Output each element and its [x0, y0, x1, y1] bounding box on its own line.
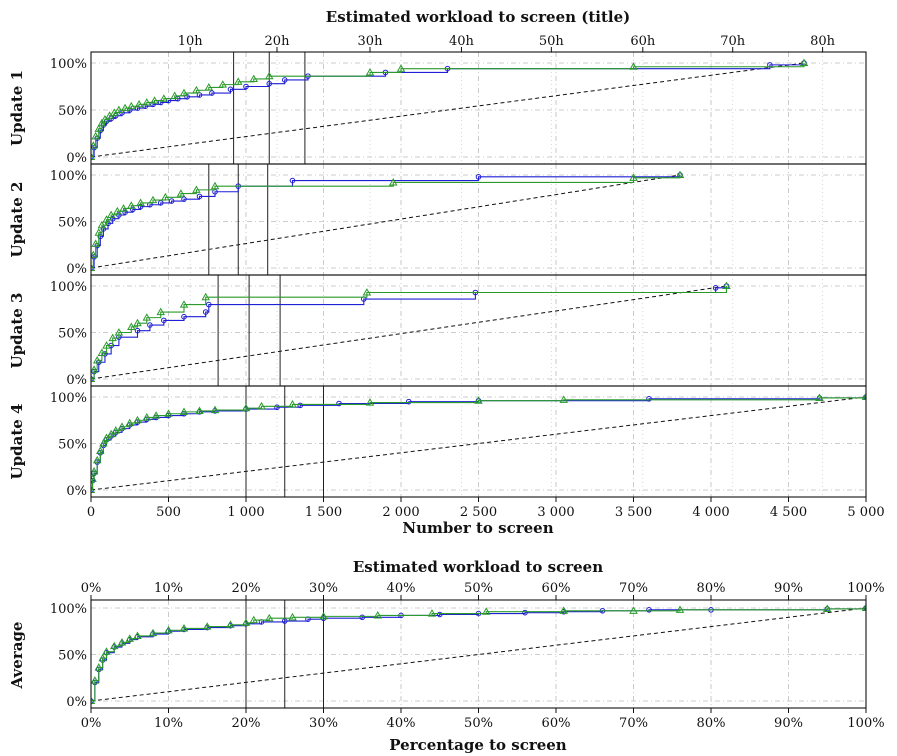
x-tick-label: 0	[87, 505, 95, 520]
x-tick-label: 0%	[81, 716, 102, 731]
panel-content	[88, 386, 870, 497]
panel-3: 0% 50% 100% Update 3	[8, 275, 866, 388]
x-tick-label: 10%	[154, 716, 183, 731]
panel-label: Update 4	[8, 404, 26, 480]
bottom-chart-xlabel: Percentage to screen	[389, 736, 567, 754]
x-tick-label: 5 000	[847, 505, 884, 520]
y-tick-label: 0%	[66, 262, 87, 277]
x-tick-label: 40%	[387, 716, 416, 731]
panel-2: 0% 50% 100% Update 2	[8, 164, 866, 277]
bottom-chart-ylabel: Average	[8, 622, 26, 690]
top-tick-label: 30h	[358, 34, 384, 49]
x-tick-label: 3 000	[537, 505, 574, 520]
top-chart-title: Estimated workload to screen (title)	[326, 8, 630, 26]
y-tick-label: 100%	[50, 602, 87, 617]
top-tick-label: 40h	[449, 34, 475, 49]
panel-content	[88, 275, 866, 386]
panel-content	[88, 600, 870, 708]
x-tick-label: 1 500	[305, 505, 342, 520]
y-tick-label: 50%	[58, 327, 87, 342]
x-tick-label: 20%	[232, 716, 261, 731]
x-tick-label: 80%	[697, 716, 726, 731]
panel-content	[88, 164, 866, 275]
y-tick-label: 100%	[50, 57, 87, 72]
top-tick-label: 50h	[539, 34, 565, 49]
top-tick-label: 60h	[630, 34, 656, 49]
y-tick-label: 50%	[58, 104, 87, 119]
top-tick-label: 50%	[464, 581, 493, 596]
top-tick-label: 10%	[154, 581, 183, 596]
top-figure-axes: 0 500 1 000 1 500 2 000 2 500 3 000 3 500 4 000 4…	[87, 34, 885, 520]
x-tick-label: 30%	[309, 716, 338, 731]
x-tick-label: 70%	[619, 716, 648, 731]
x-tick-label: 3 500	[615, 505, 652, 520]
top-tick-label: 80h	[810, 34, 836, 49]
x-tick-label: 1 000	[227, 505, 264, 520]
y-tick-label: 0%	[66, 151, 87, 166]
top-tick-label: 10h	[178, 34, 204, 49]
random-baseline	[91, 63, 804, 157]
top-tick-label: 100%	[847, 581, 884, 596]
panel-content	[88, 52, 866, 164]
y-tick-label: 100%	[50, 391, 87, 406]
top-tick-label: 20%	[232, 581, 261, 596]
y-tick-label: 50%	[58, 216, 87, 231]
top-tick-label: 20h	[265, 34, 291, 49]
top-tick-label: 80%	[697, 581, 726, 596]
top-tick-label: 90%	[774, 581, 803, 596]
y-tick-label: 0%	[66, 484, 87, 499]
panel-1: 0% 50% 100% Update 1	[8, 52, 866, 166]
y-tick-label: 50%	[58, 649, 87, 664]
top-tick-label: 70%	[619, 581, 648, 596]
y-tick-label: 50%	[58, 438, 87, 453]
y-tick-label: 100%	[50, 169, 87, 184]
average-panel: 0% 50% 100% 0% 10% 20% 30% 40% 50% 60% 70% 80% 90% 10…	[50, 581, 885, 731]
x-tick-label: 60%	[542, 716, 571, 731]
panel-4: 0% 50% 100% Update 4	[8, 386, 869, 499]
x-tick-label: 2 000	[382, 505, 419, 520]
top-tick-label: 0%	[81, 581, 102, 596]
top-tick-label: 40%	[387, 581, 416, 596]
top-chart-xlabel: Number to screen	[402, 519, 553, 537]
x-tick-label: 500	[156, 505, 181, 520]
x-tick-label: 4 500	[770, 505, 807, 520]
y-tick-label: 0%	[66, 373, 87, 388]
top-tick-label: 60%	[542, 581, 571, 596]
x-tick-label: 4 000	[692, 505, 729, 520]
x-tick-label: 2 500	[460, 505, 497, 520]
bottom-chart-title: Estimated workload to screen	[353, 558, 603, 576]
plot-area: 0% 50% 100% Update 1 0% 50% 100% Update 2 0% 50% 1…	[8, 34, 885, 731]
y-tick-label: 100%	[50, 280, 87, 295]
x-tick-label: 100%	[847, 716, 884, 731]
y-tick-label: 0%	[66, 695, 87, 710]
x-tick-label: 90%	[774, 716, 803, 731]
x-tick-label: 50%	[464, 716, 493, 731]
panel-label: Update 2	[8, 182, 26, 258]
top-tick-label: 70h	[720, 34, 746, 49]
top-tick-label: 30%	[309, 581, 338, 596]
panel-label: Update 1	[8, 70, 26, 146]
panel-label: Update 3	[8, 293, 26, 369]
